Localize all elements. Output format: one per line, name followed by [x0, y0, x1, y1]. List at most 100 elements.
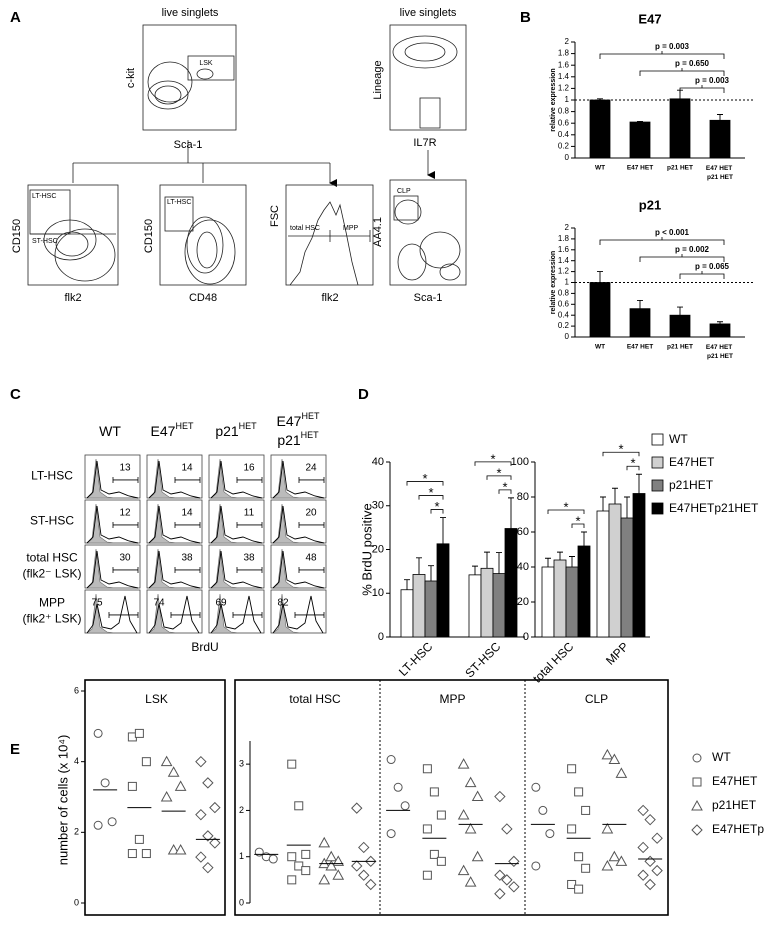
y-axis-label: relative expression	[550, 68, 557, 131]
brdu-histogram	[210, 595, 262, 634]
percentage: 16	[243, 463, 255, 474]
label-line: E47 HET	[706, 344, 734, 351]
error-bar	[581, 531, 587, 546]
significance-bracket	[679, 271, 725, 279]
point	[332, 855, 345, 866]
legend-label: WT	[669, 432, 688, 446]
legend-swatch	[651, 433, 664, 446]
y-tick-label: 40	[372, 456, 384, 468]
point	[457, 864, 470, 876]
point	[508, 855, 520, 868]
point	[195, 755, 207, 768]
significance-bracket	[599, 237, 725, 245]
point	[692, 777, 702, 787]
header-segment: p21	[277, 432, 301, 448]
brdu-histogram	[272, 550, 325, 589]
flow-xlabel: flk2	[64, 292, 81, 304]
header-segment: WT	[99, 423, 121, 439]
significance-bracket	[626, 465, 640, 471]
x-tick-label: WT	[595, 344, 605, 351]
bar	[400, 589, 414, 638]
y-tick-label: 1.4	[558, 72, 570, 81]
gate-marker	[108, 611, 139, 618]
gate-marker	[174, 476, 201, 483]
point	[141, 849, 151, 859]
bar	[504, 528, 518, 638]
point	[508, 881, 520, 893]
point	[268, 854, 278, 864]
point	[574, 884, 584, 894]
gate-marker	[236, 566, 263, 573]
row-label: LT-HSC	[31, 469, 73, 483]
y-axis-label: % BrdU positive	[359, 503, 374, 595]
gate-label: ST-HSC	[32, 238, 58, 245]
y-tick-label: 60	[517, 526, 529, 538]
gate-marker	[112, 521, 139, 528]
point	[651, 832, 663, 844]
brdu-histogram	[272, 460, 325, 499]
bar	[669, 98, 691, 159]
bar	[629, 308, 651, 338]
bar	[565, 566, 579, 638]
contour	[54, 228, 116, 282]
point	[471, 850, 484, 862]
y-tick-label: 0.2	[558, 321, 570, 330]
point	[325, 859, 338, 871]
point	[464, 776, 477, 788]
control-peak	[210, 548, 240, 589]
y-tick-label: 40	[517, 561, 529, 573]
point	[160, 790, 173, 802]
significance-bracket	[639, 254, 725, 262]
flow-ylabel: CD150	[11, 219, 23, 253]
contour	[154, 85, 182, 105]
point	[567, 764, 577, 774]
control-peak	[148, 593, 178, 634]
y-tick-label: 0	[565, 332, 570, 341]
significance-bracket	[639, 68, 725, 76]
p-value: p = 0.650	[675, 59, 710, 68]
legend-label: p21HET	[712, 798, 757, 812]
bar	[709, 323, 731, 338]
y-tick-label: 1.8	[558, 49, 570, 58]
significance-bracket	[602, 451, 640, 457]
brdu-histogram	[148, 460, 201, 499]
flow-ylabel: Lineage	[372, 60, 384, 99]
point	[464, 822, 477, 834]
x-tick-label: E47 HET	[627, 344, 653, 351]
point	[567, 824, 577, 834]
brdu-histogram	[86, 460, 139, 499]
significance-star: *	[630, 456, 635, 471]
brdu-histogram	[86, 505, 139, 544]
point	[581, 805, 591, 815]
point	[608, 753, 621, 765]
legend-label: E47HETp21HET	[669, 501, 759, 515]
y-tick-label: 1.2	[558, 84, 570, 93]
bar	[596, 510, 610, 638]
y-tick-label: 1.6	[558, 60, 570, 69]
histogram-xlabel: BrdU	[191, 640, 218, 654]
brdu-histogram	[86, 595, 138, 634]
error-bar	[677, 306, 683, 316]
panel-label: C	[10, 386, 21, 403]
significance-bracket	[474, 461, 512, 466]
point	[93, 820, 103, 830]
gate-marker	[112, 476, 139, 483]
brdu-histogram	[272, 595, 324, 634]
contour	[419, 231, 461, 269]
error-bar	[545, 557, 551, 567]
gate-label: LT-HSC	[167, 199, 191, 206]
point	[195, 808, 207, 821]
point	[644, 878, 656, 891]
row-label: ST-HSC	[30, 514, 74, 528]
legend-label: WT	[712, 750, 731, 764]
header-segment: HET	[239, 421, 258, 431]
point	[93, 728, 103, 738]
flow-xlabel: flk2	[321, 292, 338, 304]
y-tick-label: 1.4	[558, 256, 570, 265]
header-segment: HET	[301, 430, 320, 440]
point	[301, 849, 311, 859]
control-peak	[272, 593, 302, 634]
x-tick-label: p21 HET	[667, 344, 693, 351]
flow-title: live singlets	[400, 7, 457, 19]
bar	[480, 567, 494, 638]
